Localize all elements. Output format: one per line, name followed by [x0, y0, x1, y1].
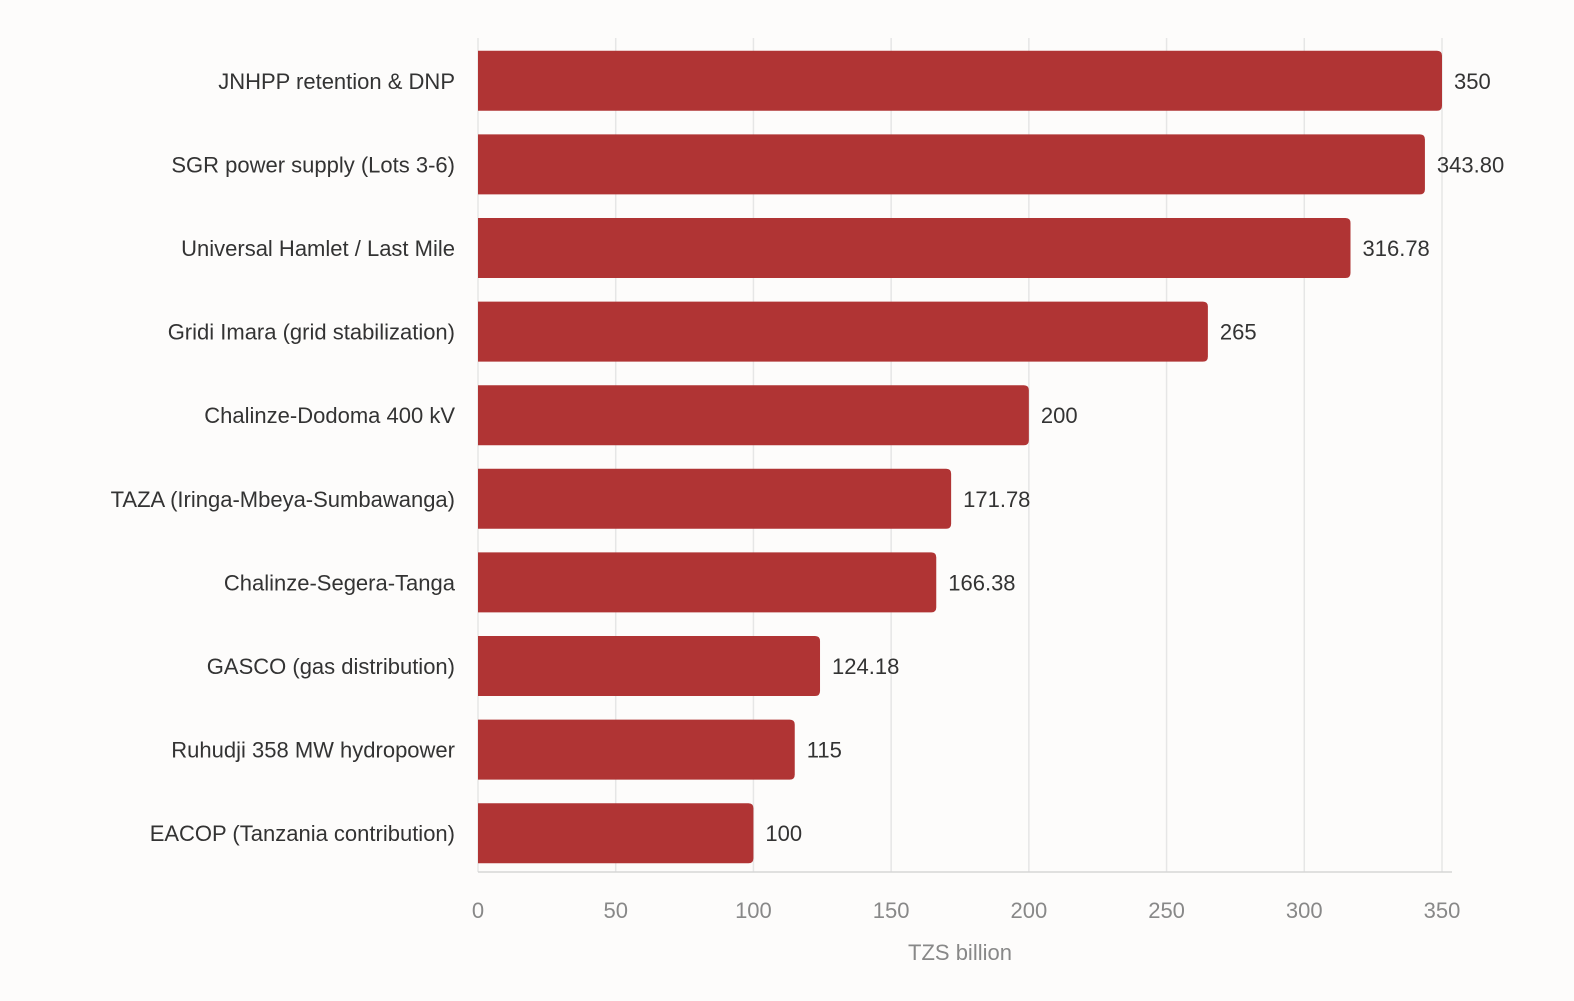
- data-label: 100: [765, 821, 802, 846]
- bar[interactable]: [478, 385, 1029, 446]
- category-label: EACOP (Tanzania contribution): [150, 821, 455, 846]
- category-label: Chalinze-Segera-Tanga: [224, 570, 456, 595]
- data-label: 265: [1220, 320, 1257, 345]
- x-tick-label: 150: [873, 898, 910, 923]
- value-labels: 350 343.80 316.78 265 200 171.78 166.38 124.18 1…: [765, 69, 1504, 846]
- x-tick-label: 350: [1424, 898, 1461, 923]
- x-tick-label: 0: [472, 898, 484, 923]
- x-tick-label: 50: [603, 898, 627, 923]
- category-label: TAZA (Iringa-Mbeya-Sumbawanga): [111, 487, 455, 512]
- data-label: 171.78: [963, 487, 1030, 512]
- data-label: 350: [1454, 69, 1491, 94]
- bar[interactable]: [478, 134, 1425, 195]
- x-tick-label: 100: [735, 898, 772, 923]
- category-label: GASCO (gas distribution): [207, 654, 455, 679]
- x-tick-label: 250: [1148, 898, 1185, 923]
- category-label: Ruhudji 358 MW hydropower: [171, 738, 455, 763]
- data-label: 343.80: [1437, 152, 1504, 177]
- bar[interactable]: [478, 468, 952, 529]
- bar[interactable]: [478, 719, 795, 780]
- x-axis-ticks: 0 50 100 150 200 250 300 350: [472, 898, 1460, 923]
- bars: [478, 50, 1442, 864]
- data-label: 115: [807, 738, 842, 763]
- data-label: 316.78: [1363, 236, 1430, 261]
- bar[interactable]: [478, 301, 1208, 362]
- category-label: Universal Hamlet / Last Mile: [181, 236, 455, 261]
- bar[interactable]: [478, 552, 937, 613]
- bar[interactable]: [478, 50, 1442, 111]
- data-label: 200: [1041, 403, 1078, 428]
- category-label: SGR power supply (Lots 3-6): [171, 152, 455, 177]
- data-label: 166.38: [948, 570, 1015, 595]
- data-label: 124.18: [832, 654, 899, 679]
- x-tick-label: 200: [1010, 898, 1047, 923]
- x-tick-label: 300: [1286, 898, 1323, 923]
- category-label: Gridi Imara (grid stabilization): [168, 320, 455, 345]
- x-axis-title: TZS billion: [908, 940, 1012, 965]
- bar[interactable]: [478, 636, 821, 696]
- bar[interactable]: [478, 218, 1351, 278]
- category-labels: JNHPP retention & DNP SGR power supply (L…: [111, 69, 456, 846]
- category-label: Chalinze-Dodoma 400 kV: [204, 403, 455, 428]
- bar[interactable]: [478, 803, 754, 864]
- category-label: JNHPP retention & DNP: [218, 69, 455, 94]
